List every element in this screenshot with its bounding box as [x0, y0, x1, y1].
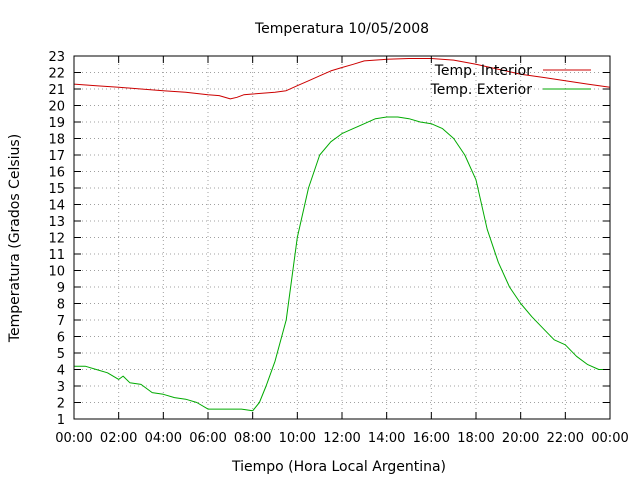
x-tick-label: 00:00 [591, 431, 628, 446]
x-tick-label: 20:00 [502, 431, 539, 446]
y-tick-label: 7 [57, 314, 65, 329]
y-tick-label: 2 [57, 397, 65, 412]
y-tick-label: 12 [48, 232, 65, 247]
y-tick-label: 18 [48, 133, 65, 148]
y-tick-label: 21 [48, 83, 65, 98]
x-tick-label: 00:00 [55, 431, 92, 446]
chart-title: Temperatura 10/05/2008 [254, 21, 429, 37]
series-line-temp-interior [73, 58, 611, 100]
x-tick-label: 02:00 [100, 431, 137, 446]
y-tick-label: 19 [48, 116, 65, 131]
tick-layer [73, 55, 611, 420]
x-axis-title: Tiempo (Hora Local Argentina) [231, 459, 446, 475]
y-tick-label: 6 [57, 331, 65, 346]
y-tick-label: 17 [48, 149, 65, 164]
grid-layer [74, 56, 610, 419]
y-tick-label: 22 [48, 67, 65, 82]
x-tick-label: 14:00 [368, 431, 405, 446]
y-tick-label: 13 [48, 215, 65, 230]
x-tick-label: 16:00 [413, 431, 450, 446]
x-tick-label: 10:00 [279, 431, 316, 446]
y-tick-label: 4 [57, 364, 65, 379]
legend: Temp. Interior Temp. Exterior [430, 63, 591, 98]
x-tick-label: 08:00 [234, 431, 271, 446]
y-tick-label: 16 [48, 166, 65, 181]
y-tick-label: 10 [48, 265, 65, 280]
y-tick-label: 9 [57, 281, 65, 296]
x-tick-label: 04:00 [145, 431, 182, 446]
series-line-temp-exterior [74, 116, 610, 412]
y-axis-title: Temperatura (Grados Celsius) [7, 134, 23, 343]
y-tick-label: 8 [57, 298, 65, 313]
y-tick-label: 15 [48, 182, 65, 197]
x-tick-label: 06:00 [189, 431, 226, 446]
y-tick-label: 1 [57, 413, 65, 428]
series-layer [73, 58, 611, 412]
legend-label: Temp. Interior [434, 63, 533, 79]
x-tick-label: 12:00 [323, 431, 360, 446]
legend-label: Temp. Exterior [430, 82, 533, 98]
x-tick-label: 22:00 [547, 431, 584, 446]
y-tick-label: 23 [48, 50, 65, 65]
y-tick-label: 5 [57, 347, 65, 362]
x-tick-label: 18:00 [457, 431, 494, 446]
y-tick-label: 20 [48, 100, 65, 115]
y-tick-label: 14 [48, 199, 65, 214]
label-layer: 123456789101112131415161718192021222300:… [48, 50, 628, 446]
y-tick-label: 3 [57, 380, 65, 395]
y-tick-label: 11 [48, 248, 65, 263]
